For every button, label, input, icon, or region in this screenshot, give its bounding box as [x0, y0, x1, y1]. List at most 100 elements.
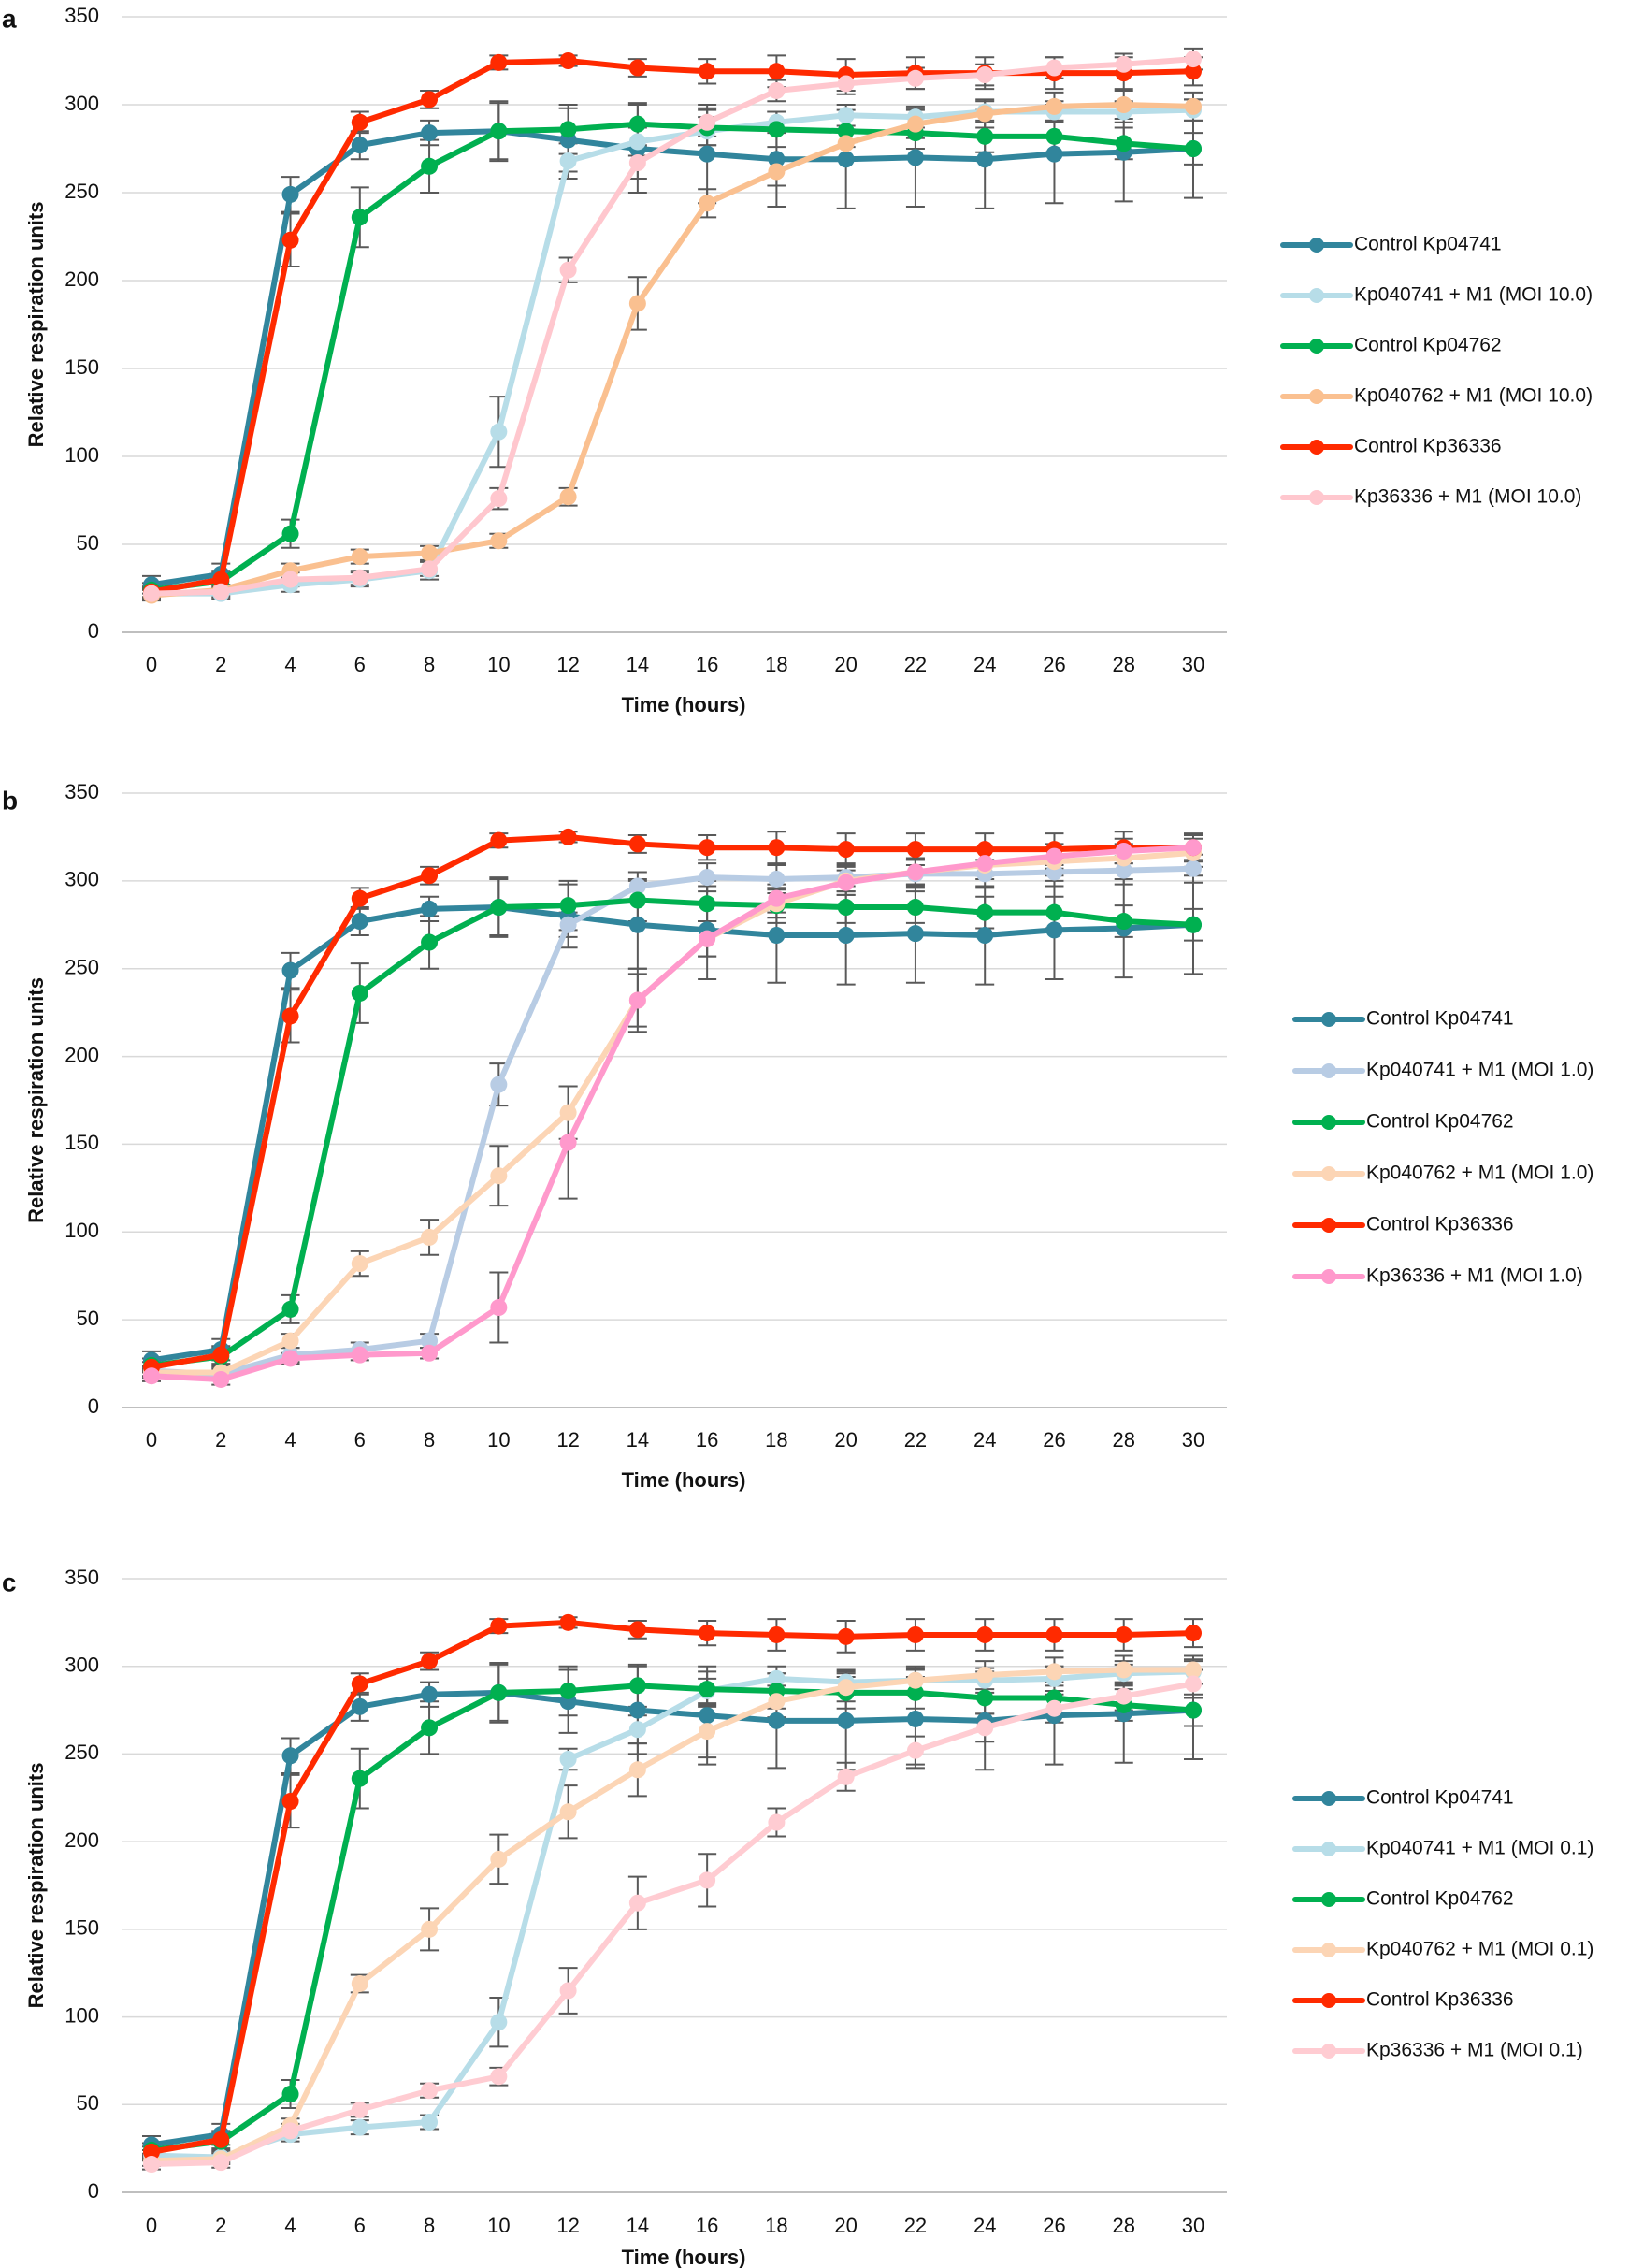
series-line: [149, 833, 1196, 1370]
x-tick-label: 2: [215, 2214, 226, 2237]
series-line: [149, 56, 1196, 597]
data-point: [559, 897, 577, 915]
data-point: [906, 69, 924, 87]
y-tick-label: 200: [65, 1828, 99, 1852]
y-axis-title: Relative respiration units: [24, 202, 48, 448]
data-point: [1115, 135, 1132, 152]
data-point: [1115, 1661, 1132, 1679]
error-bars-series-0: [142, 98, 1203, 595]
data-point: [281, 1332, 299, 1350]
data-point: [699, 930, 716, 947]
data-point: [768, 1669, 786, 1687]
x-tick-label: 18: [765, 1428, 787, 1452]
data-point: [1045, 1625, 1063, 1643]
data-point: [1185, 140, 1202, 157]
data-point: [768, 63, 786, 80]
data-point: [351, 548, 368, 566]
data-point: [490, 2014, 508, 2031]
x-tick-label: 14: [627, 1428, 649, 1452]
data-point: [976, 151, 994, 168]
data-point: [559, 1751, 577, 1769]
legend: Control Kp04741 Kp040741 + M1 (MOI 10.0) C…: [1280, 234, 1593, 508]
data-point: [628, 59, 646, 77]
data-point: [1185, 1625, 1202, 1642]
data-point: [906, 1683, 924, 1701]
series-line: [149, 897, 1196, 1368]
data-point: [490, 123, 508, 140]
series-5: [143, 839, 1202, 1388]
y-tick-label: 350: [65, 4, 99, 27]
data-point: [1115, 842, 1132, 860]
data-point: [699, 1625, 716, 1642]
x-tick-label: 14: [627, 2214, 649, 2237]
data-point: [628, 115, 646, 133]
series-3: [143, 96, 1202, 604]
data-point: [559, 488, 577, 506]
legend-swatch-marker: [1321, 1842, 1336, 1856]
legend-label: Control Kp36336: [1366, 1989, 1514, 2011]
data-point: [976, 1719, 994, 1737]
series-1: [143, 860, 1202, 1383]
data-point: [351, 1675, 368, 1693]
data-point: [490, 831, 508, 849]
x-tick-label: 4: [284, 1428, 296, 1452]
data-point: [559, 1613, 577, 1631]
data-point: [699, 1681, 716, 1698]
x-tick-label: 10: [487, 653, 510, 676]
data-point: [490, 1299, 508, 1317]
x-tick-label: 20: [834, 653, 857, 676]
data-point: [837, 123, 855, 140]
y-tick-label: 150: [65, 355, 99, 379]
y-tick-label: 300: [65, 868, 99, 891]
error-bars-series-5: [142, 834, 1203, 1386]
legend: Control Kp04741 Kp040741 + M1 (MOI 0.1) Co…: [1292, 1787, 1593, 2061]
y-tick-label: 250: [65, 956, 99, 979]
y-tick-label: 350: [65, 780, 99, 803]
data-point: [976, 855, 994, 873]
series-line: [149, 1681, 1196, 2168]
data-point: [976, 1625, 994, 1643]
data-point: [421, 2114, 439, 2131]
data-point: [1185, 97, 1202, 115]
y-tick-label: 300: [65, 1654, 99, 1677]
series-1: [143, 1663, 1202, 2166]
error-bars-series-3: [142, 1654, 1203, 2167]
series-line: [149, 1689, 1196, 2148]
data-point: [1115, 96, 1132, 113]
data-point: [976, 903, 994, 921]
legend-label: Control Kp36336: [1366, 1214, 1514, 1235]
x-tick-label: 30: [1182, 1428, 1204, 1452]
x-tick-label: 10: [487, 1428, 510, 1452]
legend-swatch-marker: [1321, 1115, 1336, 1130]
data-point: [351, 913, 368, 931]
data-point: [628, 835, 646, 853]
data-point: [976, 105, 994, 123]
legend-swatch-marker: [1321, 1943, 1336, 1957]
x-tick-label: 24: [973, 2214, 996, 2237]
data-point: [628, 1894, 646, 1912]
x-tick-label: 18: [765, 653, 787, 676]
x-axis-title: Time (hours): [622, 2246, 746, 2268]
x-tick-label: 22: [904, 2214, 927, 2237]
data-point: [490, 53, 508, 71]
data-point: [1045, 903, 1063, 921]
data-point: [490, 423, 508, 441]
legend-swatch-marker: [1321, 1012, 1336, 1027]
data-point: [976, 927, 994, 945]
data-point: [421, 2082, 439, 2100]
error-bars-series-1: [142, 98, 1203, 600]
data-point: [281, 2086, 299, 2103]
x-tick-label: 20: [834, 2214, 857, 2237]
data-point: [421, 1719, 439, 1737]
y-tick-label: 200: [65, 267, 99, 291]
x-tick-label: 20: [834, 1428, 857, 1452]
panel-letter: a: [2, 4, 17, 33]
y-tick-label: 350: [65, 1566, 99, 1589]
x-tick-label: 0: [146, 653, 157, 676]
data-point: [281, 1793, 299, 1811]
y-tick-label: 50: [77, 531, 99, 555]
x-tick-label: 26: [1043, 653, 1065, 676]
x-tick-label: 2: [215, 653, 226, 676]
data-point: [559, 1134, 577, 1151]
data-point: [628, 877, 646, 895]
